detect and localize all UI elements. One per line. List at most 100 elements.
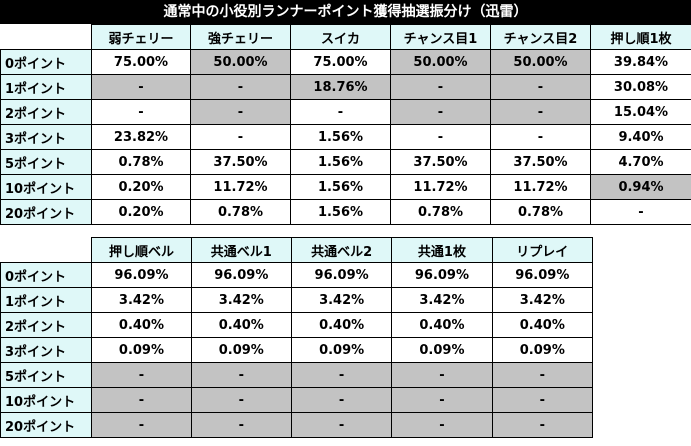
table-row: 0ポイント 96.09% 96.09% 96.09% 96.09% 96.09% — [0, 262, 594, 288]
table-cell: 0.78% — [390, 199, 491, 225]
column-header: 弱チェリー — [91, 24, 191, 50]
row-header: 5ポイント — [0, 149, 92, 175]
row-header: 0ポイント — [0, 262, 93, 288]
row-header: 10ポイント — [0, 387, 93, 413]
table-header-row: 押し順ベル 共通ベル1 共通ベル2 共通1枚 リプレイ — [0, 237, 594, 263]
table-cell: - — [290, 412, 393, 438]
table-row: 10ポイント - - - - - — [0, 387, 594, 413]
table-cell: - — [390, 124, 491, 150]
table-row: 5ポイント 0.78% 37.50% 1.56% 37.50% 37.50% 4… — [0, 149, 691, 175]
table-cell: 0.40% — [290, 312, 393, 338]
table-row: 3ポイント 0.09% 0.09% 0.09% 0.09% 0.09% — [0, 337, 594, 363]
row-header: 2ポイント — [0, 99, 92, 125]
row-header: 20ポイント — [0, 199, 92, 225]
table-cell: - — [91, 412, 192, 438]
row-header: 5ポイント — [0, 362, 93, 388]
table-cell: 0.78% — [190, 199, 291, 225]
table-row: 1ポイント - - 18.76% - - 30.08% — [0, 74, 691, 100]
table-cell: - — [490, 74, 591, 100]
table-cell: 37.50% — [390, 149, 491, 175]
table-cell: - — [290, 387, 393, 413]
table-row: 0ポイント 75.00% 50.00% 75.00% 50.00% 50.00%… — [0, 49, 691, 75]
table-cell: 0.09% — [290, 337, 393, 363]
table-cell: 30.08% — [590, 74, 691, 100]
table-cell: 11.72% — [390, 174, 491, 200]
table-cell: 0.09% — [391, 337, 493, 363]
table-cell: 0.94% — [590, 174, 691, 200]
table-cell: 0.09% — [491, 337, 594, 363]
column-header: 共通ベル2 — [290, 237, 393, 263]
table-cell: 96.09% — [290, 262, 393, 288]
table-cell: 0.40% — [391, 312, 493, 338]
row-header: 0ポイント — [0, 49, 92, 75]
column-header: 強チェリー — [190, 24, 291, 50]
table-cell: 0.78% — [490, 199, 591, 225]
table-cell: - — [490, 99, 591, 125]
table-cell: - — [391, 387, 493, 413]
table-cell: 3.42% — [91, 287, 192, 313]
table-cell: - — [390, 74, 491, 100]
row-header: 10ポイント — [0, 174, 92, 200]
row-header: 3ポイント — [0, 124, 92, 150]
table-corner — [0, 24, 92, 50]
table-cell: - — [491, 412, 594, 438]
table-cell: - — [91, 362, 192, 388]
table-row: 5ポイント - - - - - — [0, 362, 594, 388]
table-cell: 75.00% — [91, 49, 191, 75]
table-row: 2ポイント 0.40% 0.40% 0.40% 0.40% 0.40% — [0, 312, 594, 338]
table-cell: - — [91, 74, 191, 100]
table-cell: 0.40% — [491, 312, 594, 338]
row-header: 1ポイント — [0, 287, 93, 313]
column-header: スイカ — [290, 24, 391, 50]
table-cell: 96.09% — [190, 262, 292, 288]
table-cell: 11.72% — [490, 174, 591, 200]
table-cell: 96.09% — [491, 262, 594, 288]
table-cell: 0.09% — [91, 337, 192, 363]
table-cell: 50.00% — [190, 49, 291, 75]
table-cell: 0.20% — [91, 199, 191, 225]
table-cell: 0.40% — [190, 312, 292, 338]
table-cell: - — [391, 412, 493, 438]
row-header: 2ポイント — [0, 312, 93, 338]
point-table-rare-roles: 弱チェリー 強チェリー スイカ チャンス目1 チャンス目2 押し順1枚 0ポイン… — [0, 24, 691, 225]
table-cell: - — [190, 387, 292, 413]
table-cell: 0.20% — [91, 174, 191, 200]
table-row: 20ポイント 0.20% 0.78% 1.56% 0.78% 0.78% - — [0, 199, 691, 225]
table-header-row: 弱チェリー 強チェリー スイカ チャンス目1 チャンス目2 押し順1枚 — [0, 24, 691, 50]
point-table-common-roles: 押し順ベル 共通ベル1 共通ベル2 共通1枚 リプレイ 0ポイント 96.09%… — [0, 237, 594, 438]
table-row: 20ポイント - - - - - — [0, 412, 594, 438]
table-cell: 0.40% — [91, 312, 192, 338]
column-header: 押し順ベル — [91, 237, 192, 263]
table-cell: 96.09% — [91, 262, 192, 288]
page-title: 通常中の小役別ランナーポイント獲得抽選振分け（迅雷） — [0, 0, 691, 24]
table-cell: 9.40% — [590, 124, 691, 150]
table-cell: - — [390, 99, 491, 125]
table-cell: 3.42% — [190, 287, 292, 313]
column-header: 押し順1枚 — [590, 24, 691, 50]
table-row: 2ポイント - - - - - 15.04% — [0, 99, 691, 125]
table-cell: 0.78% — [91, 149, 191, 175]
column-header: リプレイ — [491, 237, 594, 263]
table-cell: - — [490, 124, 591, 150]
table-cell: 37.50% — [490, 149, 591, 175]
table-cell: - — [491, 387, 594, 413]
table-cell: 15.04% — [590, 99, 691, 125]
table-cell: 11.72% — [190, 174, 291, 200]
table-cell: - — [290, 99, 391, 125]
table-cell: 3.42% — [491, 287, 594, 313]
table-cell: - — [190, 74, 291, 100]
table-cell: - — [190, 412, 292, 438]
table-cell: - — [190, 99, 291, 125]
table-cell: - — [590, 199, 691, 225]
table-cell: - — [391, 362, 493, 388]
table-cell: 1.56% — [290, 149, 391, 175]
table-cell: 1.56% — [290, 174, 391, 200]
table-cell: 50.00% — [390, 49, 491, 75]
table-corner — [0, 237, 93, 263]
table-cell: 0.09% — [190, 337, 292, 363]
table-cell: 23.82% — [91, 124, 191, 150]
table-cell: - — [190, 362, 292, 388]
table-cell: 18.76% — [290, 74, 391, 100]
row-header: 1ポイント — [0, 74, 92, 100]
table-cell: 39.84% — [590, 49, 691, 75]
